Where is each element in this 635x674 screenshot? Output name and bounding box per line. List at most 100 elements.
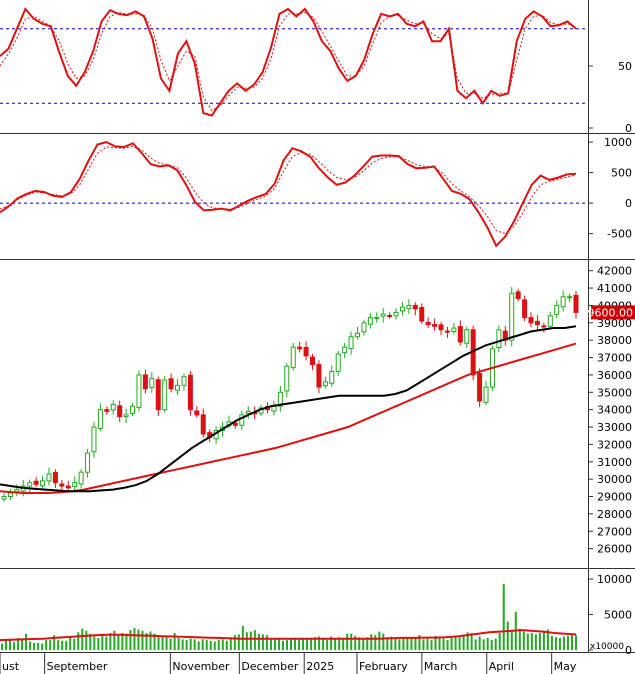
volume-bar — [322, 639, 325, 650]
volume-bar — [438, 637, 441, 650]
volume-bar — [117, 634, 120, 650]
stochastic-series — [0, 7, 577, 117]
volume-bar — [406, 637, 409, 650]
volume-bar — [354, 635, 357, 650]
candle-body — [361, 322, 367, 333]
volume-bar — [29, 641, 32, 650]
volume-bar — [181, 639, 184, 650]
x-tick-label: September — [47, 660, 108, 673]
candle-body — [59, 483, 65, 487]
volume-bar — [346, 633, 349, 650]
volume-bar — [185, 640, 188, 650]
volume-bar — [57, 640, 60, 650]
y-tick-label: 34000 — [597, 404, 632, 417]
y-tick-label: 33000 — [597, 421, 632, 434]
volume-bar — [470, 632, 473, 650]
price-badge-text: 39600.00 — [581, 306, 634, 319]
y-tick-label: 38000 — [597, 334, 632, 347]
volume-bar — [474, 639, 477, 650]
volume-bar — [390, 636, 393, 650]
volume-bar — [478, 636, 481, 650]
volume-bar — [281, 640, 284, 650]
volume-bar — [562, 636, 565, 650]
candle-body — [72, 482, 78, 487]
oscillator-signal-line — [0, 145, 577, 235]
price-y-ticks: 26000 27000 28000 29000 30000 31000 32000 33000… — [588, 265, 632, 556]
candle-body — [33, 480, 39, 485]
volume-unit-label: x10000 — [590, 642, 624, 652]
candle-body — [457, 326, 463, 343]
volume-bar — [458, 637, 461, 650]
candle-body — [534, 320, 540, 326]
y-tick-label: 26000 — [597, 543, 632, 556]
volume-bar — [358, 637, 361, 650]
volume-bar — [490, 640, 493, 650]
candle-body — [123, 414, 129, 418]
stochastic-panel: 0 50 — [0, 0, 635, 135]
volume-bar — [290, 639, 293, 650]
volume-bar — [261, 634, 264, 650]
volume-bar — [153, 633, 156, 650]
candle-body — [322, 381, 328, 387]
volume-bar — [237, 634, 240, 650]
volume-bar — [566, 635, 569, 650]
stochastic-signal-line — [0, 12, 577, 112]
candle-body — [432, 324, 438, 327]
candle-body — [509, 292, 515, 341]
volume-bar — [37, 642, 40, 650]
volume-bar — [105, 636, 108, 650]
candle-body — [117, 405, 123, 418]
volume-bar — [53, 635, 56, 650]
volume-bar — [366, 637, 369, 650]
volume-bar — [205, 640, 208, 650]
candle-body — [277, 391, 283, 407]
volume-bar — [33, 642, 36, 650]
volume-bar — [193, 639, 196, 650]
volume-bar — [161, 636, 164, 650]
volume-bar — [13, 642, 16, 650]
candle-body — [335, 353, 341, 372]
candle-body — [303, 346, 309, 357]
volume-bar — [334, 638, 337, 650]
candle-body — [541, 325, 547, 328]
volume-bar — [454, 637, 457, 650]
volume-bar — [570, 634, 573, 650]
candle-body — [528, 317, 534, 324]
candle-body — [136, 374, 142, 409]
volume-bar — [378, 631, 381, 650]
volume-bar — [221, 639, 224, 650]
volume-bar — [314, 637, 317, 650]
stochastic-guide-lines — [0, 28, 588, 104]
volume-bar — [534, 634, 537, 650]
x-tick-label: March — [424, 660, 458, 673]
volume-bar — [318, 636, 321, 650]
y-tick-label: 500 — [611, 167, 632, 180]
x-tick-label: May — [554, 660, 577, 673]
x-tick-label: November — [172, 660, 230, 673]
volume-bar — [370, 634, 373, 650]
volume-bar — [9, 639, 12, 650]
candle-body — [142, 374, 148, 390]
volume-bar — [362, 637, 365, 650]
volume-bar — [382, 633, 385, 650]
volume-bar — [97, 637, 100, 650]
volume-bar — [65, 640, 68, 650]
volume-bar — [85, 630, 88, 650]
volume-bar — [502, 584, 505, 650]
volume-bar — [17, 637, 20, 650]
volume-bar — [414, 638, 417, 650]
candle-body — [547, 315, 553, 327]
volume-bar — [554, 637, 557, 650]
y-tick-label: 30000 — [597, 473, 632, 486]
price-badge-bg — [591, 305, 635, 320]
candle-body — [162, 379, 168, 411]
x-tick-label: 2025 — [306, 660, 334, 673]
volume-bar — [173, 632, 176, 650]
volume-bar — [462, 635, 465, 650]
volume-bar — [410, 637, 413, 650]
volume-bar — [350, 633, 353, 650]
candle-body — [483, 386, 489, 403]
candle-body — [354, 332, 360, 338]
y-tick-label: 50 — [618, 60, 632, 73]
